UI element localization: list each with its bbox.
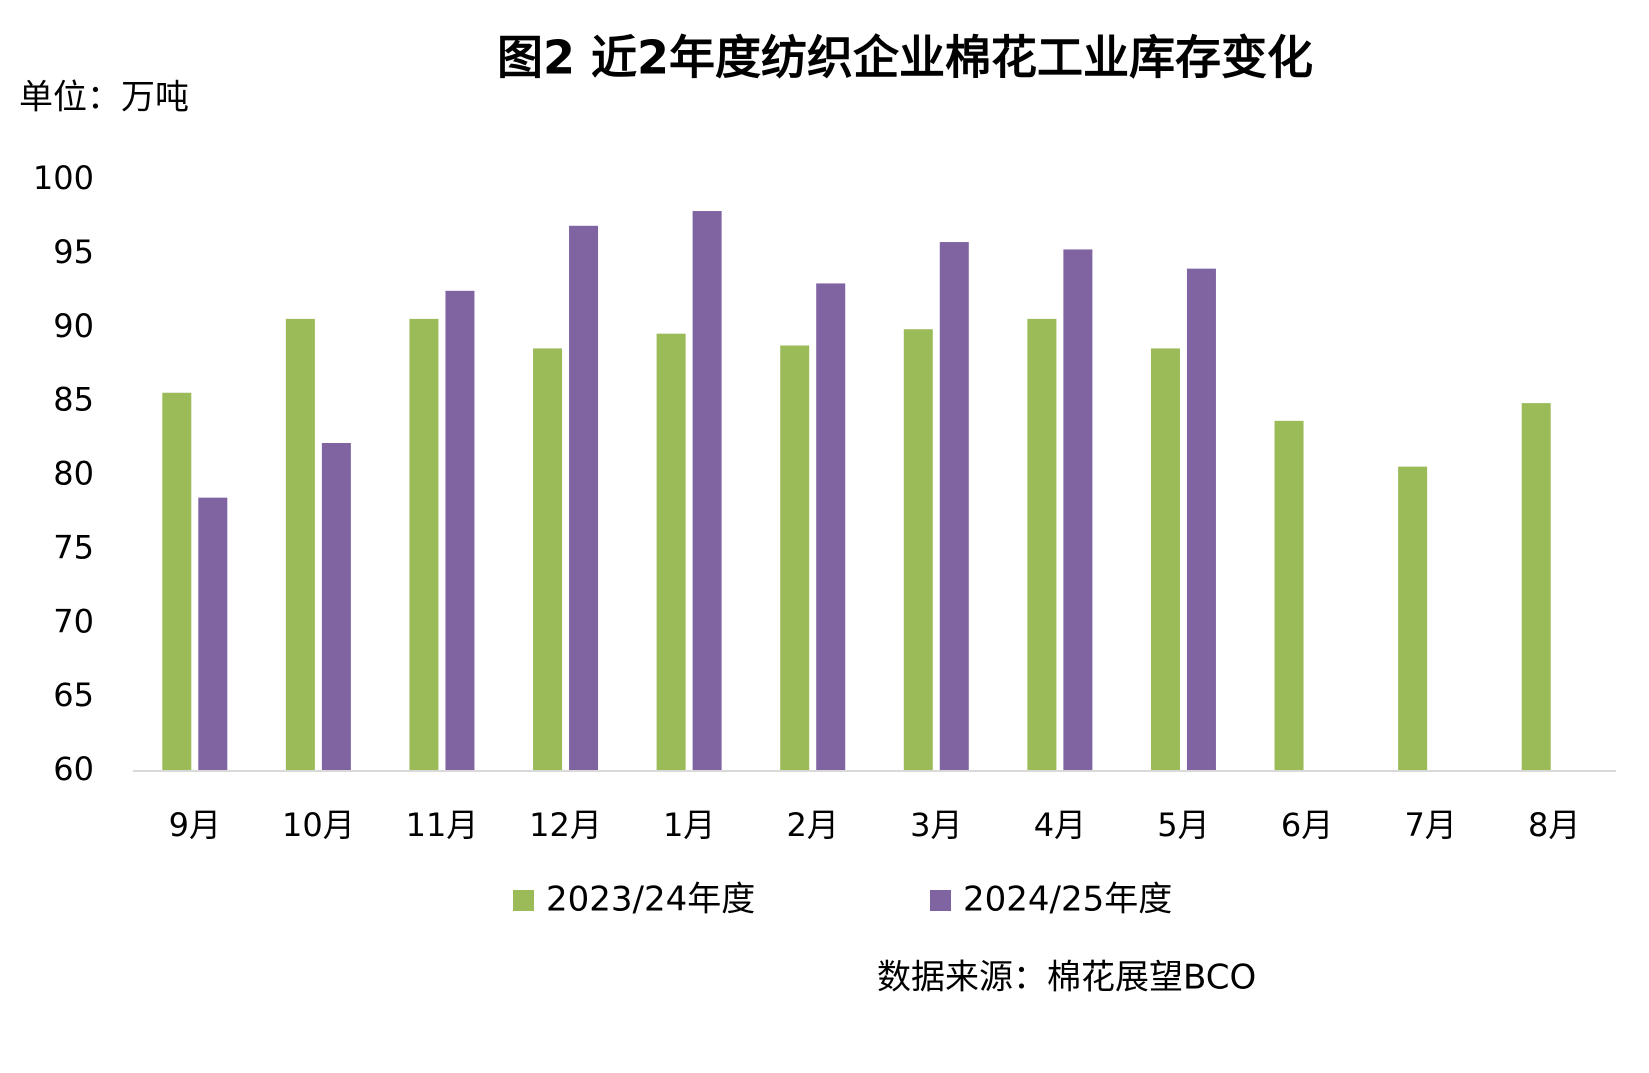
bar <box>1398 466 1428 771</box>
bar <box>656 333 686 771</box>
x-tick-label: 8月 <box>1528 806 1580 844</box>
x-tick-label: 1月 <box>663 806 715 844</box>
bar <box>445 290 475 771</box>
x-tick-label: 7月 <box>1404 806 1456 844</box>
x-tick-label: 10月 <box>282 806 355 844</box>
x-tick-label: 2月 <box>787 806 839 844</box>
x-tick-label: 9月 <box>169 806 221 844</box>
bar <box>816 283 846 771</box>
bar <box>903 329 933 771</box>
bar <box>321 442 351 771</box>
legend-label: 2024/25年度 <box>963 880 1172 920</box>
y-axis-unit: 单位：万吨 <box>19 78 189 118</box>
bar <box>409 318 439 771</box>
y-tick-label: 85 <box>53 381 94 419</box>
bar <box>939 242 969 771</box>
x-tick-label: 6月 <box>1281 806 1333 844</box>
y-tick-label: 70 <box>53 602 94 640</box>
x-tick-label: 5月 <box>1157 806 1209 844</box>
x-tick-label: 4月 <box>1034 806 1086 844</box>
legend-label: 2023/24年度 <box>546 880 755 920</box>
bar <box>533 348 563 771</box>
x-tick-label: 12月 <box>529 806 602 844</box>
bar <box>1063 249 1093 771</box>
y-tick-label: 80 <box>53 455 94 493</box>
bar <box>1027 318 1057 771</box>
legend-swatch <box>930 890 951 911</box>
chart-title: 图2 近2年度纺织企业棉花工业库存变化 <box>497 31 1313 85</box>
x-tick-label: 3月 <box>910 806 962 844</box>
bar <box>1274 420 1304 771</box>
source-note: 数据来源：棉花展望BCO <box>877 958 1256 998</box>
bar <box>569 225 599 772</box>
y-tick-label: 60 <box>53 750 94 788</box>
y-tick-label: 95 <box>53 233 94 271</box>
bar <box>692 211 722 772</box>
bar <box>780 345 810 771</box>
bar <box>198 497 228 771</box>
bar <box>285 318 315 771</box>
bar <box>1150 348 1180 771</box>
bar <box>162 392 192 771</box>
y-tick-label: 75 <box>53 528 94 566</box>
y-tick-label: 100 <box>33 159 94 197</box>
bar <box>1521 403 1551 771</box>
x-tick-label: 11月 <box>406 806 479 844</box>
y-tick-label: 65 <box>53 676 94 714</box>
legend-swatch <box>513 890 534 911</box>
bar <box>1186 268 1216 771</box>
y-tick-label: 90 <box>53 307 94 345</box>
